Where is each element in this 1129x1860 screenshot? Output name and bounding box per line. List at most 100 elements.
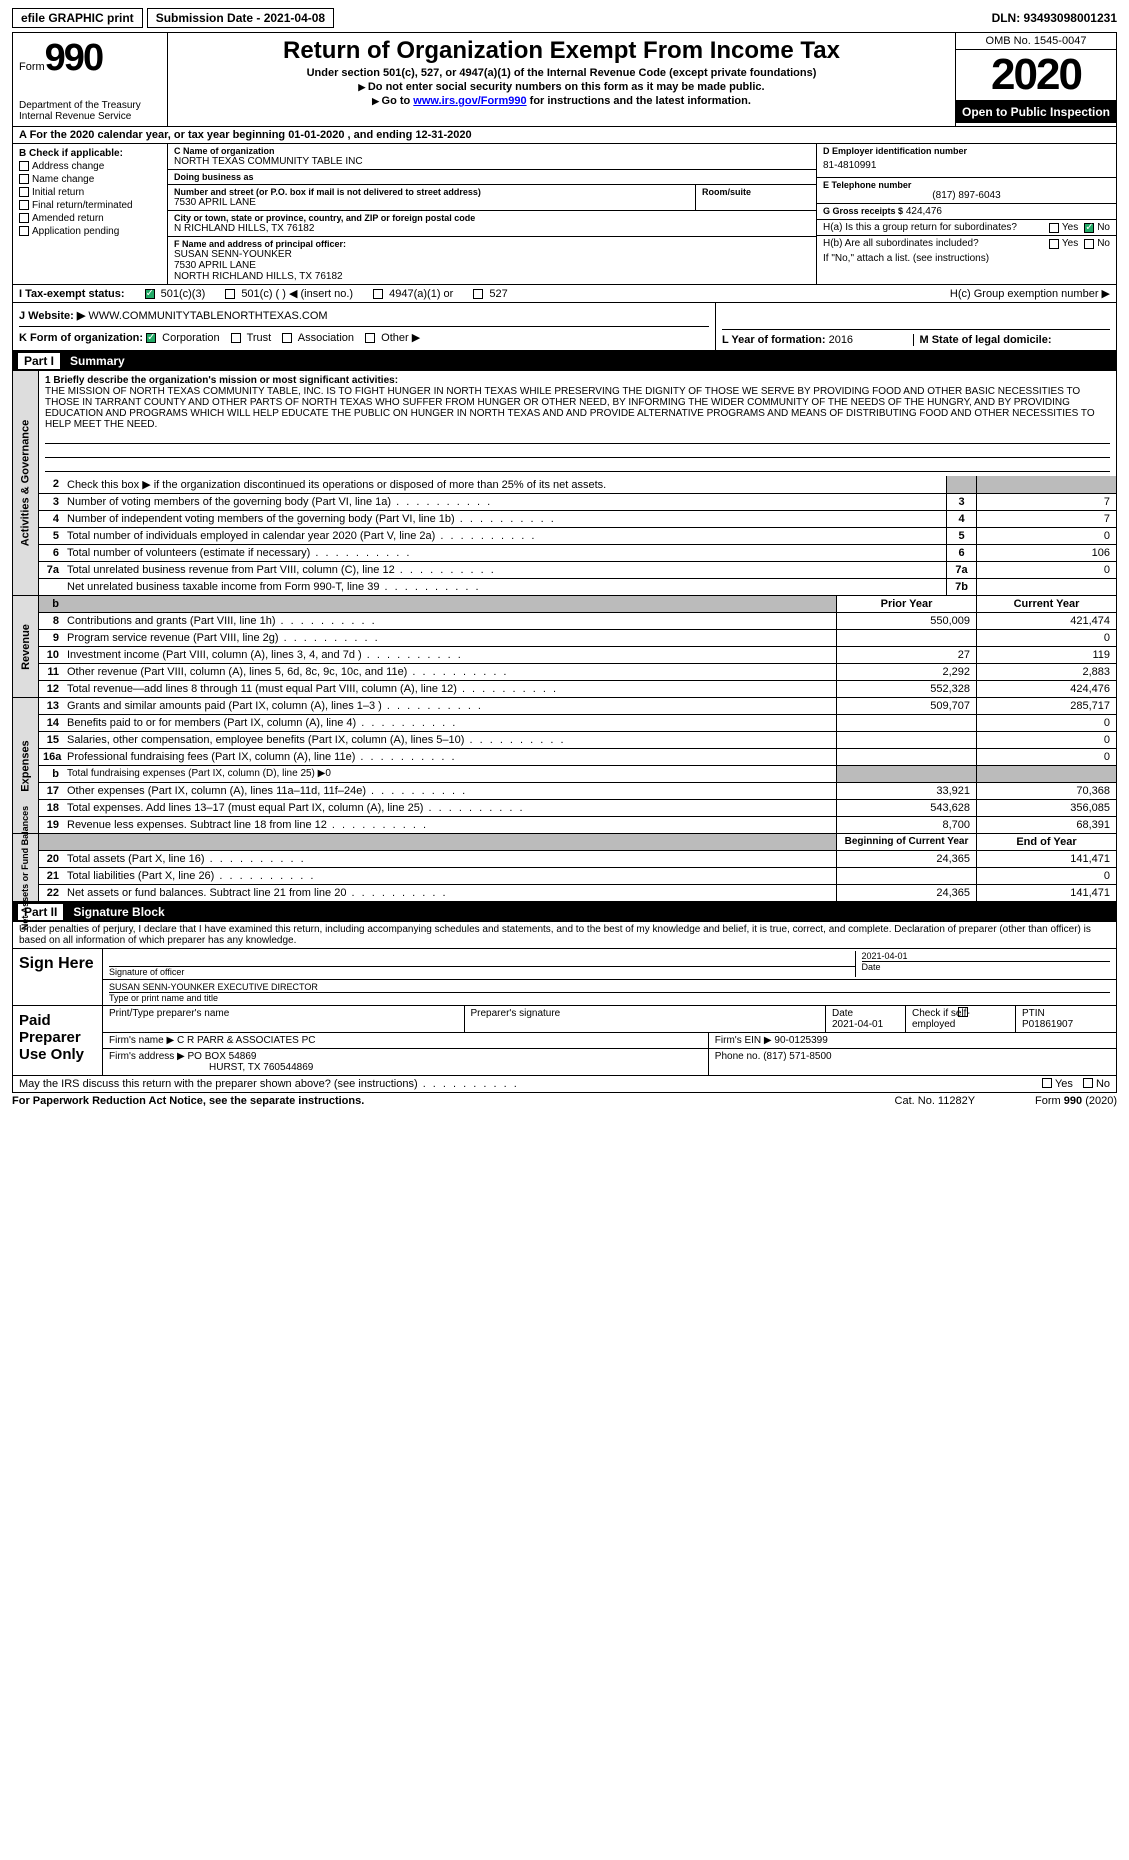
part-i-desc: Summary (70, 354, 125, 368)
gov-line-box: 6 (946, 545, 976, 561)
exp-current: 0 (976, 732, 1116, 748)
net-blank-desc (63, 834, 836, 850)
chk-discuss-yes[interactable] (1042, 1078, 1052, 1088)
chk-4947[interactable] (373, 289, 383, 299)
gov-line-num: 7a (39, 562, 63, 578)
row-a-period: A For the 2020 calendar year, or tax yea… (12, 127, 1117, 144)
tax-year: 2020 (956, 50, 1116, 101)
exp-current (976, 766, 1116, 782)
gov-line-val: 0 (976, 528, 1116, 544)
chk-501c3[interactable] (145, 289, 155, 299)
f-officer-label: F Name and address of principal officer: (174, 239, 810, 249)
chk-final-return[interactable] (19, 200, 29, 210)
chk-corp[interactable] (146, 333, 156, 343)
line-2-val (976, 476, 1116, 493)
chk-other[interactable] (365, 333, 375, 343)
gov-line-desc: Total unrelated business revenue from Pa… (63, 562, 946, 578)
i-label: I Tax-exempt status: (19, 288, 125, 300)
form-footer: Form 990 (2020) (1035, 1095, 1117, 1107)
hb-note: If "No," attach a list. (see instruction… (817, 251, 1116, 266)
hc-label: H(c) Group exemption number ▶ (950, 287, 1110, 300)
chk-ha-no[interactable] (1084, 223, 1094, 233)
exp-current: 68,391 (976, 817, 1116, 833)
chk-discuss-no[interactable] (1083, 1078, 1093, 1088)
rev-prior: 2,292 (836, 664, 976, 680)
discuss-no: No (1096, 1078, 1110, 1090)
room-label: Room/suite (702, 187, 810, 197)
sig-date-label: Date (862, 961, 1111, 972)
net-line-num: 22 (39, 885, 63, 901)
hb-no: No (1097, 238, 1110, 249)
instructions-link-line: Go to www.irs.gov/Form990 for instructio… (176, 95, 947, 107)
ha-no: No (1097, 222, 1110, 233)
sig-name-title: SUSAN SENN-YOUNKER EXECUTIVE DIRECTOR (109, 982, 1110, 993)
exp-line-num: 17 (39, 783, 63, 799)
net-line-num: 21 (39, 868, 63, 884)
chk-self-emp[interactable] (958, 1007, 968, 1017)
net-end: 0 (976, 868, 1116, 884)
rev-current: 119 (976, 647, 1116, 663)
exp-line-desc: Revenue less expenses. Subtract line 18 … (63, 817, 836, 833)
gov-line-val: 7 (976, 494, 1116, 510)
gov-line-num (39, 579, 63, 595)
exp-line-desc: Benefits paid to or for members (Part IX… (63, 715, 836, 731)
dept-treasury: Department of the Treasury Internal Reve… (19, 100, 161, 122)
phone-value: (817) 897-6043 (823, 190, 1110, 201)
lbl-amended: Amended return (32, 213, 104, 224)
chk-name-change[interactable] (19, 174, 29, 184)
k-label: K Form of organization: (19, 332, 143, 344)
rev-prior: 27 (836, 647, 976, 663)
opt-4947: 4947(a)(1) or (389, 288, 453, 300)
efile-print-button[interactable]: efile GRAPHIC print (12, 8, 143, 28)
gov-line-desc: Number of independent voting members of … (63, 511, 946, 527)
exp-line-num: 15 (39, 732, 63, 748)
officer-name: SUSAN SENN-YOUNKER (174, 249, 810, 260)
opt-corp: Corporation (162, 332, 219, 344)
form-number: 990 (45, 37, 102, 79)
opt-assoc: Association (298, 332, 354, 344)
firm-ein-val: 90-0125399 (774, 1035, 827, 1046)
chk-ha-yes[interactable] (1049, 223, 1059, 233)
chk-527[interactable] (473, 289, 483, 299)
dba-label: Doing business as (174, 172, 810, 182)
chk-trust[interactable] (231, 333, 241, 343)
sig-name-title-label: Type or print name and title (109, 993, 1110, 1003)
firm-name-val: C R PARR & ASSOCIATES PC (177, 1035, 316, 1046)
instr-post: for instructions and the latest informat… (527, 95, 751, 107)
chk-hb-no[interactable] (1084, 239, 1094, 249)
form-subtitle: Under section 501(c), 527, or 4947(a)(1)… (176, 67, 947, 79)
chk-501c[interactable] (225, 289, 235, 299)
chk-app-pending[interactable] (19, 226, 29, 236)
chk-amended[interactable] (19, 213, 29, 223)
hb-yes: Yes (1062, 238, 1078, 249)
rev-current: 0 (976, 630, 1116, 646)
exp-prior: 543,628 (836, 800, 976, 816)
gov-line-box: 4 (946, 511, 976, 527)
chk-initial-return[interactable] (19, 187, 29, 197)
rev-line-num: 10 (39, 647, 63, 663)
exp-line-desc: Other expenses (Part IX, column (A), lin… (63, 783, 836, 799)
exp-prior (836, 749, 976, 765)
street-value: 7530 APRIL LANE (174, 197, 689, 208)
exp-current: 0 (976, 749, 1116, 765)
chk-assoc[interactable] (282, 333, 292, 343)
cat-no: Cat. No. 11282Y (895, 1095, 976, 1107)
chk-hb-yes[interactable] (1049, 239, 1059, 249)
city-value: N RICHLAND HILLS, TX 76182 (174, 223, 810, 234)
firm-addr-val: PO BOX 54869 (188, 1051, 257, 1062)
rev-line-desc: Other revenue (Part VIII, column (A), li… (63, 664, 836, 680)
firm-phone-val: (817) 571-8500 (763, 1051, 831, 1062)
ein-value: 81-4810991 (823, 156, 1110, 175)
paid-prep-label: Paid Preparer Use Only (13, 1006, 103, 1075)
sig-officer-label: Signature of officer (109, 967, 855, 977)
lbl-app-pending: Application pending (32, 226, 119, 237)
gov-line-num: 3 (39, 494, 63, 510)
rev-line-num: 11 (39, 664, 63, 680)
gov-line-val: 0 (976, 562, 1116, 578)
chk-address-change[interactable] (19, 161, 29, 171)
ha-yes: Yes (1062, 222, 1078, 233)
firm-phone-label: Phone no. (715, 1051, 761, 1062)
col-b-checkboxes: B Check if applicable: Address change Na… (13, 144, 168, 284)
irs-link[interactable]: www.irs.gov/Form990 (413, 95, 526, 107)
rev-current: 424,476 (976, 681, 1116, 697)
